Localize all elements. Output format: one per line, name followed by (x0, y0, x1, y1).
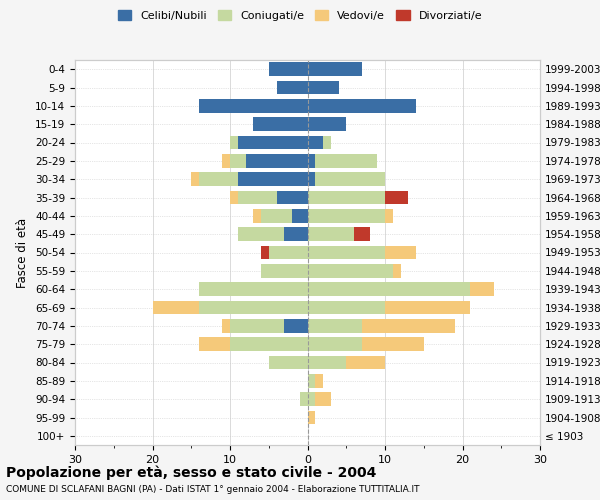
Bar (245, 154, 308, 168)
Bar (261, 264, 308, 278)
Bar (152, 300, 199, 314)
Bar (191, 172, 199, 186)
Bar (385, 209, 393, 222)
Bar (199, 99, 308, 112)
Bar (308, 80, 338, 94)
Bar (308, 410, 315, 424)
Bar (393, 264, 401, 278)
Bar (199, 338, 230, 351)
Bar (308, 62, 362, 76)
Bar (253, 118, 308, 131)
Bar (362, 319, 455, 332)
Bar (269, 356, 308, 370)
Bar (470, 282, 493, 296)
Bar (222, 154, 230, 168)
Text: COMUNE DI SCLAFANI BAGNI (PA) - Dati ISTAT 1° gennaio 2004 - Elaborazione TUTTIT: COMUNE DI SCLAFANI BAGNI (PA) - Dati IST… (6, 485, 419, 494)
Bar (284, 319, 308, 332)
Bar (385, 190, 408, 204)
Bar (308, 392, 315, 406)
Bar (315, 374, 323, 388)
Bar (385, 246, 416, 260)
Bar (292, 209, 308, 222)
Bar (238, 190, 277, 204)
Bar (346, 356, 385, 370)
Bar (238, 228, 284, 241)
Bar (222, 319, 230, 332)
Bar (300, 392, 308, 406)
Bar (315, 154, 377, 168)
Bar (269, 246, 308, 260)
Bar (354, 228, 370, 241)
Bar (308, 99, 416, 112)
Bar (277, 80, 308, 94)
Text: Popolazione per età, sesso e stato civile - 2004: Popolazione per età, sesso e stato civil… (6, 465, 376, 479)
Bar (230, 190, 238, 204)
Bar (308, 319, 362, 332)
Bar (308, 228, 354, 241)
Bar (253, 209, 261, 222)
Bar (269, 62, 308, 76)
Bar (199, 300, 308, 314)
Bar (308, 246, 385, 260)
Bar (323, 136, 331, 149)
Bar (308, 282, 470, 296)
Bar (308, 136, 323, 149)
Bar (308, 190, 385, 204)
Bar (308, 264, 393, 278)
Bar (308, 172, 315, 186)
Legend: Celibi/Nubili, Coniugati/e, Vedovi/e, Divorziati/e: Celibi/Nubili, Coniugati/e, Vedovi/e, Di… (113, 6, 487, 25)
Bar (277, 190, 308, 204)
Bar (199, 282, 308, 296)
Y-axis label: Fasce di età: Fasce di età (16, 218, 29, 288)
Bar (230, 338, 308, 351)
Bar (315, 172, 385, 186)
Bar (308, 118, 346, 131)
Bar (308, 154, 315, 168)
Bar (230, 154, 245, 168)
Bar (315, 392, 331, 406)
Bar (308, 374, 315, 388)
Bar (362, 338, 424, 351)
Bar (238, 172, 308, 186)
Bar (230, 319, 284, 332)
Bar (308, 356, 346, 370)
Bar (199, 172, 238, 186)
Bar (230, 136, 238, 149)
Bar (261, 246, 269, 260)
Bar (261, 209, 292, 222)
Bar (385, 300, 470, 314)
Bar (308, 338, 362, 351)
Bar (238, 136, 308, 149)
Bar (308, 300, 385, 314)
Bar (284, 228, 308, 241)
Bar (308, 209, 385, 222)
